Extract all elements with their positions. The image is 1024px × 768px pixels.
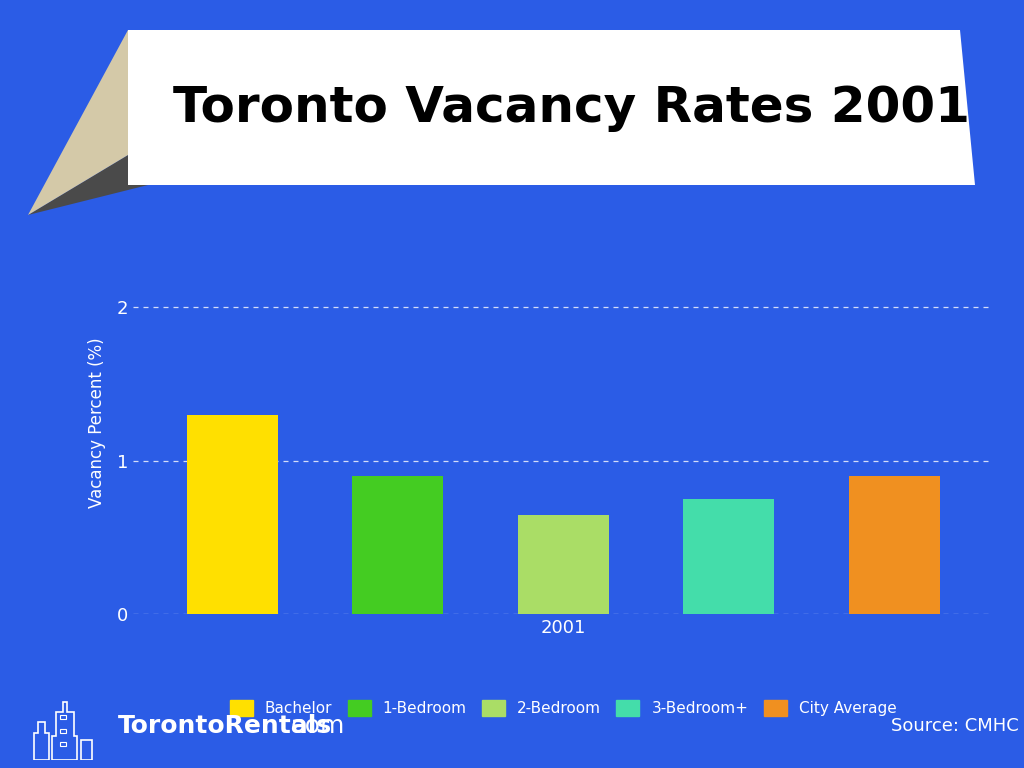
Bar bbox=[186, 415, 278, 614]
Polygon shape bbox=[128, 30, 975, 185]
Polygon shape bbox=[28, 155, 268, 215]
Text: TorontoRentals: TorontoRentals bbox=[118, 713, 332, 738]
Text: Toronto Vacancy Rates 2001: Toronto Vacancy Rates 2001 bbox=[173, 84, 970, 131]
Bar bbox=[518, 515, 608, 614]
Bar bbox=[352, 476, 443, 614]
Legend: Bachelor, 1-Bedroom, 2-Bedroom, 3-Bedroom+, City Average: Bachelor, 1-Bedroom, 2-Bedroom, 3-Bedroo… bbox=[223, 694, 903, 722]
Bar bbox=[60, 715, 66, 719]
Bar bbox=[60, 729, 66, 733]
Y-axis label: Vacancy Percent (%): Vacancy Percent (%) bbox=[88, 337, 105, 508]
Text: .com: .com bbox=[284, 713, 345, 738]
Bar bbox=[849, 476, 940, 614]
Polygon shape bbox=[28, 30, 128, 215]
Bar bbox=[683, 499, 774, 614]
Text: Source: CMHC: Source: CMHC bbox=[891, 717, 1019, 735]
Bar bbox=[60, 743, 66, 746]
